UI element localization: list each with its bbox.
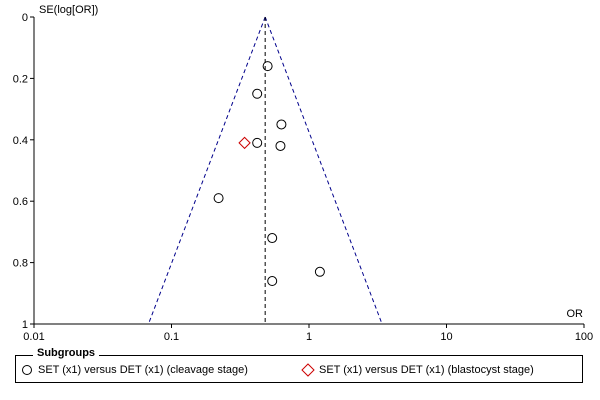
legend-label-cleavage: SET (x1) versus DET (x1) (cleavage stage… (38, 364, 248, 376)
data-point-circle (213, 193, 224, 204)
funnel-right-limit (264, 16, 383, 325)
x-tick-label: 10 (440, 331, 452, 343)
data-point-circle (267, 233, 278, 244)
y-axis-title: SE(log[OR]) (39, 4, 98, 16)
legend-item-cleavage: SET (x1) versus DET (x1) (cleavage stage… (20, 363, 248, 377)
circle-marker-icon (22, 365, 32, 375)
data-point-circle (276, 119, 287, 130)
y-tick-label: 0.8 (13, 258, 28, 270)
y-tick-label: 1 (22, 319, 28, 331)
legend-item-blastocyst: SET (x1) versus DET (x1) (blastocyst sta… (301, 363, 534, 377)
data-point-circle (267, 276, 278, 287)
x-axis-title: OR (567, 308, 584, 320)
data-point-circle (314, 266, 325, 277)
y-tick-label: 0.4 (13, 135, 28, 147)
data-point-circle (275, 140, 286, 151)
x-tick-label: 1 (306, 331, 312, 343)
y-tick-label: 0 (22, 12, 28, 24)
data-point-circle (252, 137, 263, 148)
diamond-marker-icon (301, 363, 315, 377)
x-tick-label: 100 (575, 331, 593, 343)
x-tick-label: 0.01 (23, 331, 44, 343)
x-tick-label: 0.1 (164, 331, 179, 343)
legend-label-blastocyst: SET (x1) versus DET (x1) (blastocyst sta… (319, 364, 534, 376)
funnel-left-limit (148, 16, 266, 325)
data-point-circle (252, 88, 263, 99)
y-tick-label: 0.2 (13, 73, 28, 85)
legend-title: Subgroups (33, 347, 100, 359)
data-point-circle (262, 61, 273, 72)
data-point-diamond (238, 136, 251, 150)
y-tick-label: 0.6 (13, 196, 28, 208)
legend: Subgroups SET (x1) versus DET (x1) (clea… (15, 347, 583, 383)
